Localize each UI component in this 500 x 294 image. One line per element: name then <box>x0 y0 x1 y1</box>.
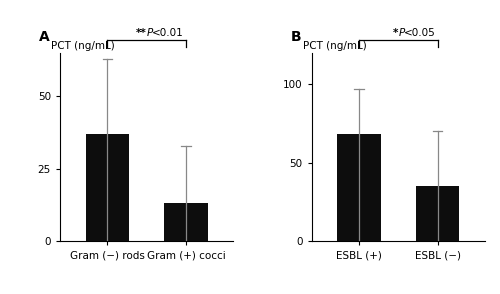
Text: PCT (ng/mL): PCT (ng/mL) <box>52 41 115 51</box>
Bar <box>416 186 460 241</box>
Bar <box>86 134 129 241</box>
Text: B: B <box>290 30 302 44</box>
Bar <box>337 134 380 241</box>
Bar <box>164 203 208 241</box>
Text: PCT (ng/mL): PCT (ng/mL) <box>303 41 366 51</box>
Text: <0.01: <0.01 <box>152 28 184 38</box>
Text: **: ** <box>136 28 146 38</box>
Text: *: * <box>393 28 398 38</box>
Text: A: A <box>39 30 50 44</box>
Text: P: P <box>146 28 153 38</box>
Text: P: P <box>398 28 404 38</box>
Text: <0.05: <0.05 <box>404 28 435 38</box>
